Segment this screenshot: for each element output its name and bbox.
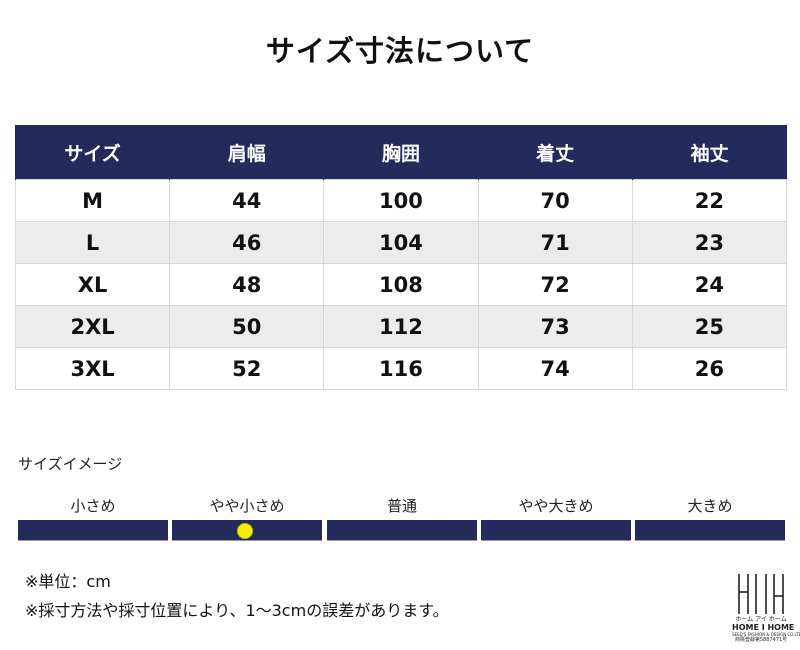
cell-size: M [14,179,171,222]
scale-bar-slightly-large [481,520,631,541]
scale-label-small: 小さめ [70,497,116,515]
cell-length: 74 [477,347,633,390]
cell-chest: 112 [323,305,479,348]
cell-chest: 100 [323,179,479,222]
measurement-note: ※採寸方法や採寸位置により、1～3cmの誤差があります。 [25,601,449,620]
cell-shoulder: 44 [169,179,325,222]
cell-shoulder: 50 [169,305,325,348]
table-row: 3XL 52 116 74 26 [14,347,788,390]
hih-logo-icon [738,574,784,614]
logo-trademark: 商標登録第5887471号 [734,637,788,643]
cell-shoulder: 46 [169,221,325,264]
table-row: M 44 100 70 22 [14,179,788,222]
logo-company: SEED'S FASHION & DESIGN CO.LTD [732,632,800,637]
table-row: 2XL 50 112 73 25 [14,305,788,348]
cell-sleeve: 25 [631,305,788,348]
cell-length: 71 [477,221,633,264]
header-length: 着丈 [477,125,633,180]
header-size: サイズ [14,125,170,180]
cell-chest: 108 [323,263,479,306]
scale-bar-large [635,520,785,541]
cell-length: 72 [477,263,633,306]
size-scale-labels: 小さめ やや小さめ 普通 やや大きめ 大きめ [18,495,800,519]
scale-label-slightly-large: やや大きめ [518,497,594,515]
header-sleeve: 袖丈 [631,125,787,180]
cell-sleeve: 22 [631,179,788,222]
cell-length: 73 [477,305,633,348]
cell-size: XL [14,263,171,306]
cell-sleeve: 24 [631,263,788,306]
cell-size: 3XL [14,347,171,390]
table-row: XL 48 108 72 24 [14,263,788,306]
scale-label-normal: 普通 [386,497,417,515]
logo-wordmark: HOME I HOME [732,623,795,632]
table-row: L 46 104 71 23 [14,221,788,264]
header-shoulder-width: 肩幅 [169,125,324,180]
scale-label-large: 大きめ [687,497,733,515]
table-header-row: サイズ 肩幅 胸囲 着丈 袖丈 [14,125,787,180]
brand-logo: ホーム アイ ホーム HOME I HOME SEED'S FASHION & … [732,572,800,648]
cell-chest: 116 [323,347,479,390]
logo-kana: ホーム アイ ホーム [735,616,787,623]
cell-size: L [14,221,171,264]
cell-size: 2XL [14,305,171,348]
page-title: サイズ寸法について [265,34,535,68]
header-chest: 胸囲 [323,125,479,180]
unit-note: ※単位：cm [25,572,111,591]
scale-bar-small [18,520,168,541]
cell-length: 70 [477,179,633,222]
size-indicator-marker [237,523,253,539]
cell-shoulder: 52 [169,347,325,390]
cell-chest: 104 [323,221,479,264]
size-table: サイズ 肩幅 胸囲 着丈 袖丈 M 44 100 70 22 L 46 104 … [14,125,788,390]
cell-shoulder: 48 [169,263,325,306]
scale-bar-normal [327,520,477,541]
cell-sleeve: 26 [631,347,788,390]
size-image-heading: サイズイメージ [18,455,123,473]
scale-label-slightly-small: やや小さめ [209,497,285,515]
cell-sleeve: 23 [631,221,788,264]
